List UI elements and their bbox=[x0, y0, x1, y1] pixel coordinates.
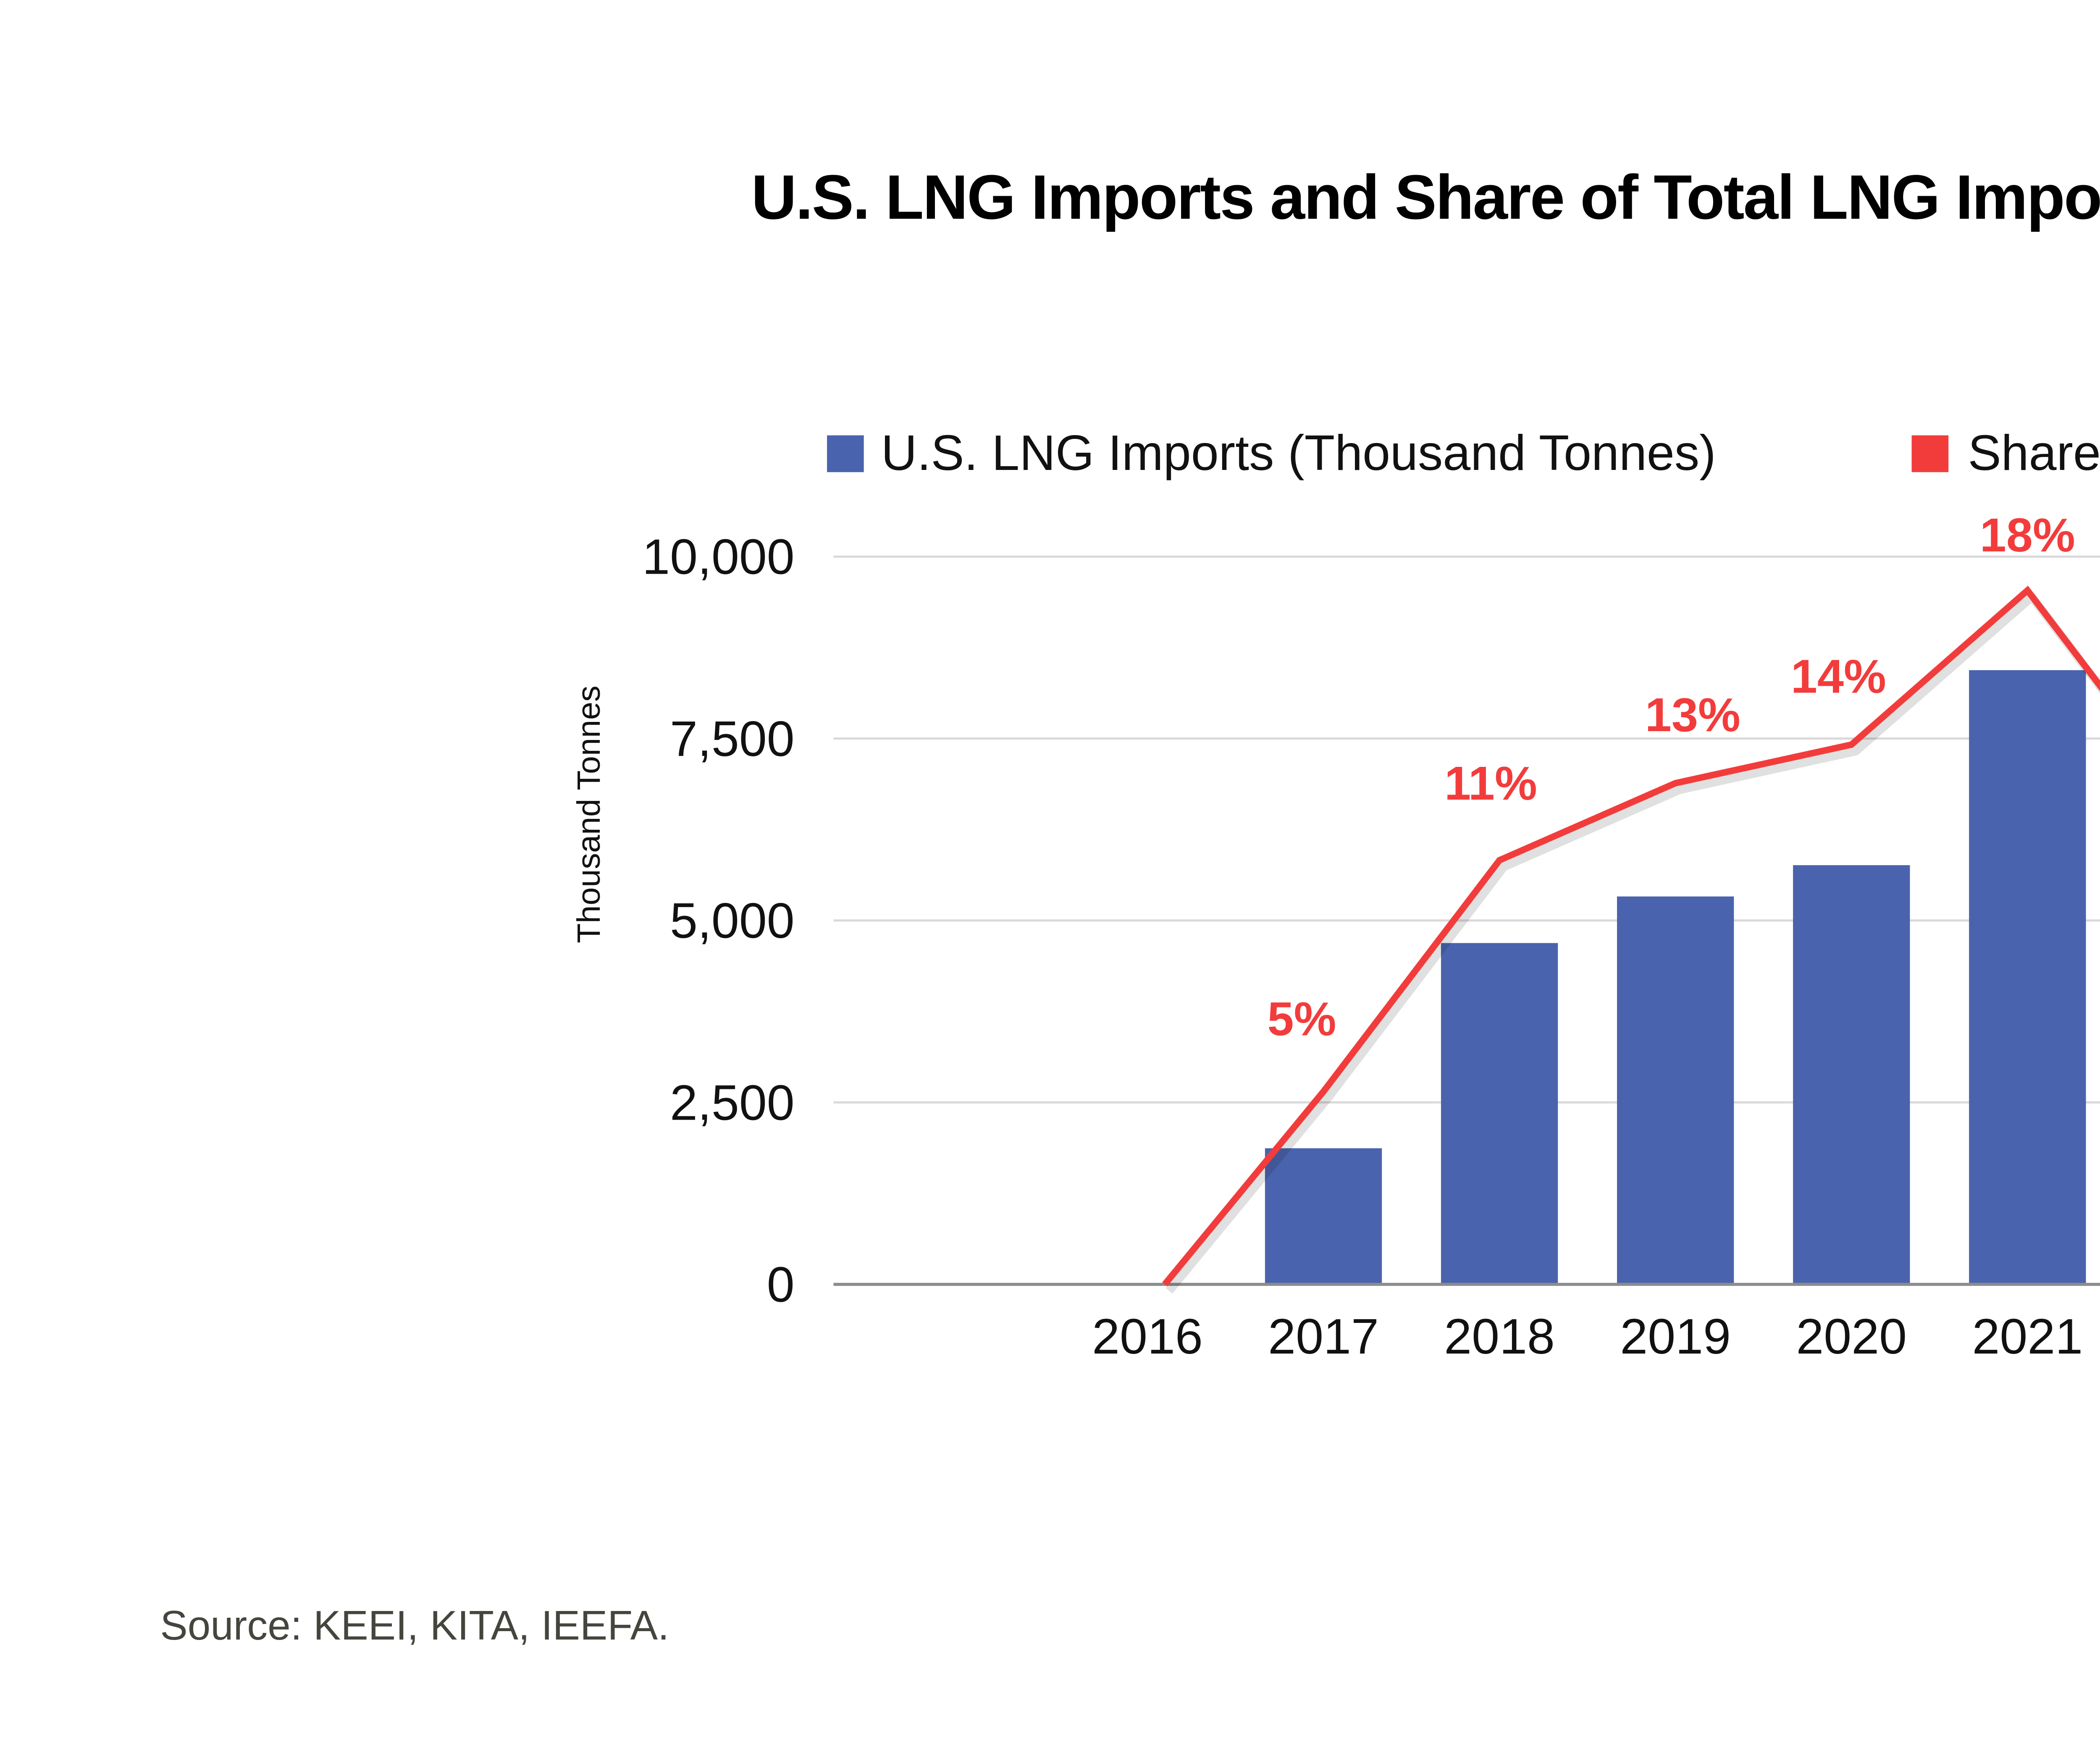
data-label-2019: 13% bbox=[1645, 688, 1740, 742]
y-axis-label: Thousand Tonnes bbox=[571, 685, 607, 943]
x-tick-label: 2021 bbox=[1972, 1309, 2083, 1364]
bar-2021 bbox=[1969, 670, 2086, 1285]
bars bbox=[1265, 670, 2086, 1285]
bar-2020 bbox=[1793, 865, 1910, 1285]
x-tick-label: 2016 bbox=[1092, 1309, 1203, 1364]
y-tick-label: 5,000 bbox=[670, 893, 795, 949]
source-note: Source: KEEI, KITA, IEEFA. bbox=[160, 1602, 669, 1648]
legend-item-bars[interactable]: U.S. LNG Imports (Thousand Tonnes) bbox=[827, 425, 1716, 481]
legend-item-line[interactable]: Share of Total LNG Imports (%) bbox=[1911, 425, 2100, 481]
y-tick-label: 10,000 bbox=[642, 530, 795, 585]
data-label-2018: 11% bbox=[1444, 757, 1537, 810]
data-label-2021: 18% bbox=[1980, 509, 2075, 562]
y-tick-label: 2,500 bbox=[670, 1075, 795, 1131]
bar-2018 bbox=[1441, 943, 1558, 1285]
legend-label-line: Share of Total LNG Imports (%) bbox=[1968, 425, 2100, 481]
bar-2017 bbox=[1265, 1148, 1382, 1285]
share-line-shadow bbox=[1166, 593, 2100, 1294]
data-labels: 5%11%13%14%18%12%12%12% bbox=[1268, 509, 2075, 1046]
bar-2019 bbox=[1617, 896, 1734, 1285]
share-line bbox=[1162, 585, 2100, 1287]
share-line-series bbox=[1162, 585, 2100, 1294]
x-axis-ticks: 201620172018201920202021202220232024 bbox=[1092, 1309, 2083, 1364]
y-tick-label: 7,500 bbox=[670, 711, 795, 767]
x-tick-label: 2017 bbox=[1268, 1309, 1379, 1364]
data-label-2020: 14% bbox=[1791, 650, 1886, 703]
x-tick-label: 2019 bbox=[1620, 1309, 1731, 1364]
legend-label-bars: U.S. LNG Imports (Thousand Tonnes) bbox=[881, 425, 1716, 481]
chart-title: U.S. LNG Imports and Share of Total LNG … bbox=[751, 162, 2100, 232]
x-tick-label: 2018 bbox=[1444, 1309, 1555, 1364]
data-label-2017: 5% bbox=[1268, 992, 1336, 1046]
legend: U.S. LNG Imports (Thousand Tonnes) Share… bbox=[827, 425, 2100, 481]
x-tick-label: 2020 bbox=[1796, 1309, 1907, 1364]
legend-swatch-bars bbox=[827, 435, 864, 472]
y-tick-label: 0 bbox=[767, 1257, 795, 1312]
y-axis-ticks: 0 2,500 5,000 7,500 10,000 bbox=[642, 530, 795, 1313]
legend-swatch-line bbox=[1911, 435, 1949, 472]
